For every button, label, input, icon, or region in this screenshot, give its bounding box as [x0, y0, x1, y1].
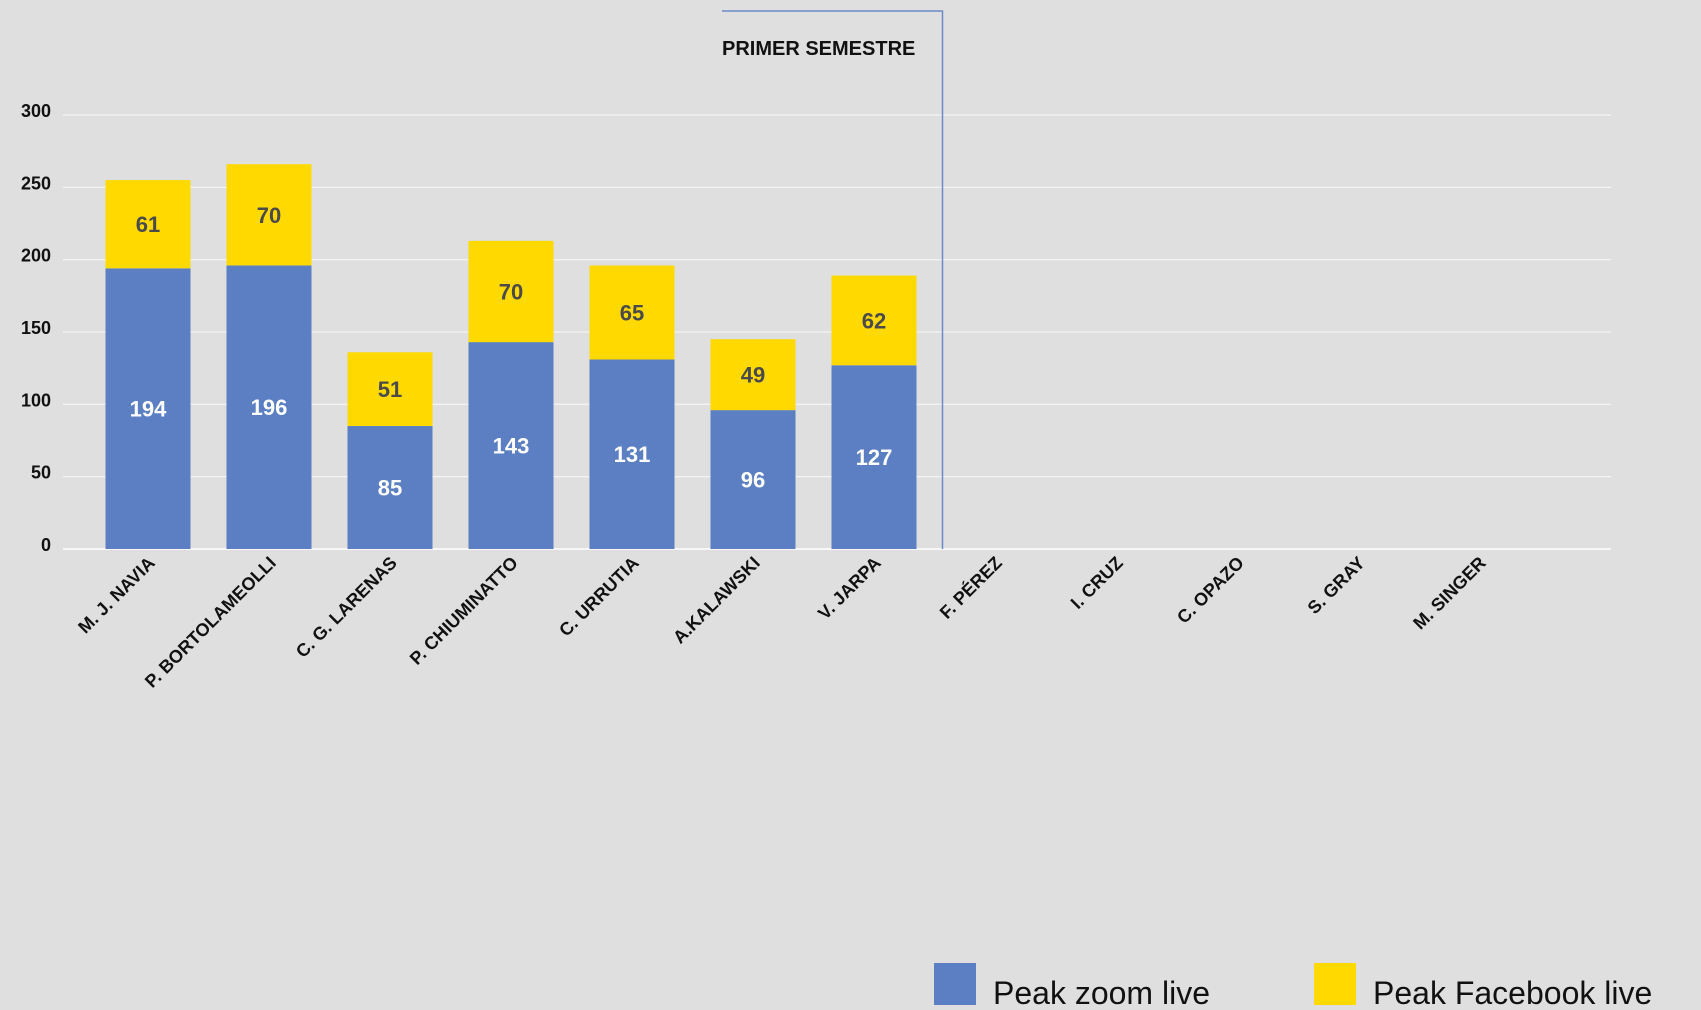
x-tick-label: C. OPAZO	[1173, 553, 1248, 628]
semester-divider-line	[722, 10, 944, 549]
data-label: 131	[614, 442, 651, 467]
gridlines	[63, 114, 1611, 550]
legend-label-zoom: Peak zoom live	[993, 975, 1210, 1010]
data-label: 61	[136, 212, 160, 237]
semester-annotation: PRIMER SEMESTRE	[722, 10, 944, 549]
x-tick-label: P. BORTOLAMEOLLI	[141, 553, 280, 692]
data-label: 196	[251, 395, 288, 420]
bar-segment-facebook	[347, 352, 433, 427]
bar-segment-zoom	[347, 426, 433, 549]
x-tick-label: M. SINGER	[1409, 553, 1490, 634]
bar-segment-facebook	[468, 240, 554, 343]
data-label: 70	[257, 203, 281, 228]
data-label: 51	[378, 377, 402, 402]
data-label: 96	[741, 468, 765, 493]
data-label: 49	[741, 363, 765, 388]
legend-swatch-facebook	[1314, 963, 1356, 1005]
x-tick-label: I. CRUZ	[1067, 553, 1127, 613]
x-tick-label: M. J. NAVIA	[74, 553, 159, 638]
x-tick-label: C. G. LARENAS	[292, 553, 401, 662]
x-tick-label: F. PÉREZ	[935, 552, 1006, 623]
data-label: 194	[130, 397, 167, 422]
y-tick-label: 150	[21, 318, 51, 338]
bar-segment-zoom	[831, 365, 917, 549]
legend-label-facebook: Peak Facebook live	[1373, 975, 1652, 1010]
data-label: 65	[620, 300, 644, 325]
y-tick-label: 250	[21, 173, 51, 193]
y-tick-label: 200	[21, 246, 51, 266]
data-label: 143	[493, 434, 530, 459]
legend-swatch-zoom	[934, 963, 976, 1005]
bar-segment-facebook	[710, 339, 796, 411]
x-tick-label: A.KALAWSKI	[669, 553, 764, 648]
data-label: 62	[862, 308, 886, 333]
bar-segment-facebook	[105, 180, 191, 269]
legend: Peak zoom live Peak Facebook live	[934, 963, 1652, 1010]
bar-segment-zoom	[105, 268, 191, 549]
bars: 194 61 196 70 85 51 143 70 131 65 96 49 127 62	[105, 164, 917, 549]
x-tick-label: P. CHIUMINATTO	[406, 553, 522, 669]
x-tick-label: C. URRUTIA	[555, 553, 643, 641]
y-tick-label: 300	[21, 101, 51, 121]
bar-segment-facebook	[831, 275, 917, 366]
bar-segment-facebook	[589, 265, 675, 360]
bar-segment-zoom	[468, 342, 554, 549]
bar-segment-zoom	[589, 359, 675, 549]
x-tick-label: V. JARPA	[814, 553, 885, 624]
data-label: 70	[499, 279, 523, 304]
bar-segment-zoom	[710, 410, 796, 549]
y-tick-label: 50	[31, 463, 51, 483]
x-tick-label: S. GRAY	[1304, 553, 1369, 618]
y-tick-label: 100	[21, 390, 51, 410]
semester-label: PRIMER SEMESTRE	[722, 38, 915, 60]
data-label: 85	[378, 476, 402, 501]
data-label: 127	[856, 445, 893, 470]
y-tick-label: 0	[41, 535, 51, 555]
bar-segment-zoom	[226, 265, 312, 549]
y-axis-tick-labels: 0 50 100 150 200 250 300	[21, 101, 51, 555]
bar-segment-facebook	[226, 164, 312, 266]
